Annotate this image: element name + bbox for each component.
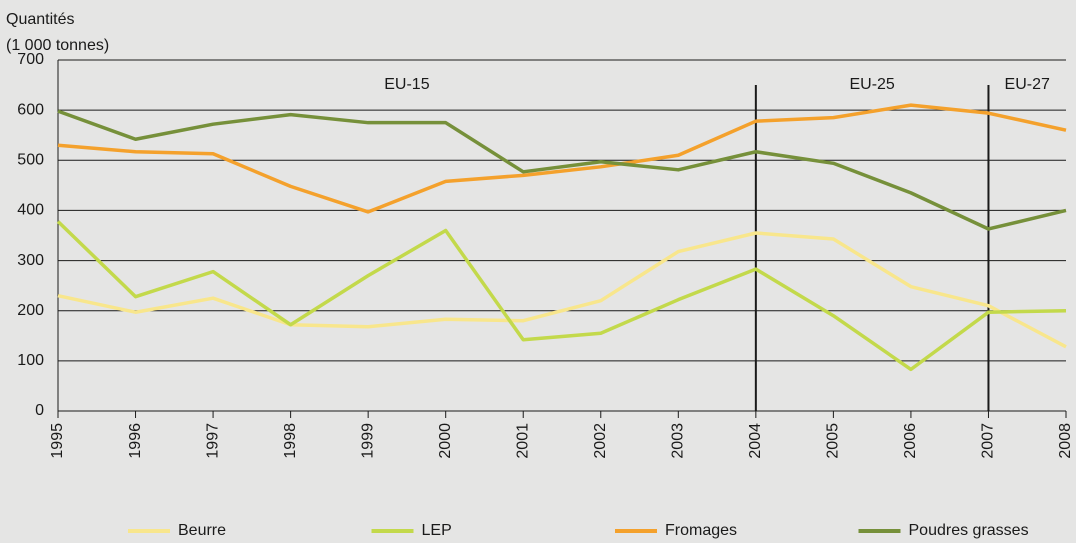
y-tick-label: 0 [35, 402, 44, 419]
x-tick-label: 2005 [825, 423, 842, 459]
x-tick-label: 2001 [514, 423, 531, 459]
x-tick-label: 2008 [1057, 423, 1074, 459]
y-tick-label: 700 [17, 51, 44, 68]
x-tick-label: 1995 [49, 423, 66, 459]
legend-label: LEP [422, 522, 452, 539]
legend-label: Fromages [665, 522, 737, 539]
region-label: EU-15 [384, 76, 429, 93]
x-tick-label: 2006 [902, 423, 919, 459]
y-tick-label: 400 [17, 202, 44, 219]
series-line [57, 231, 1067, 349]
legend-label: Beurre [178, 522, 226, 539]
y-tick-label: 500 [17, 152, 44, 169]
x-tick-label: 1997 [204, 423, 221, 459]
region-label: EU-25 [849, 76, 894, 93]
x-tick-label: 1999 [359, 423, 376, 459]
y-tick-label: 100 [17, 352, 44, 369]
x-tick-label: 2003 [670, 423, 687, 459]
region-label: EU-27 [1005, 76, 1050, 93]
y-tick-label: 200 [17, 302, 44, 319]
x-tick-label: 1998 [282, 423, 299, 459]
legend-label: Poudres grasses [909, 522, 1029, 539]
x-tick-label: 2004 [747, 423, 764, 459]
x-tick-label: 2002 [592, 423, 609, 459]
series-line [56, 220, 1067, 372]
x-tick-label: 2007 [980, 423, 997, 459]
y-axis-label: Quantités [6, 11, 74, 28]
series-line [57, 103, 1067, 214]
x-tick-label: 2000 [437, 423, 454, 459]
y-axis-label: (1 000 tonnes) [6, 37, 109, 54]
x-tick-label: 1996 [127, 423, 144, 459]
y-tick-label: 600 [17, 101, 44, 118]
series-line [57, 109, 1067, 231]
y-tick-label: 300 [17, 252, 44, 269]
